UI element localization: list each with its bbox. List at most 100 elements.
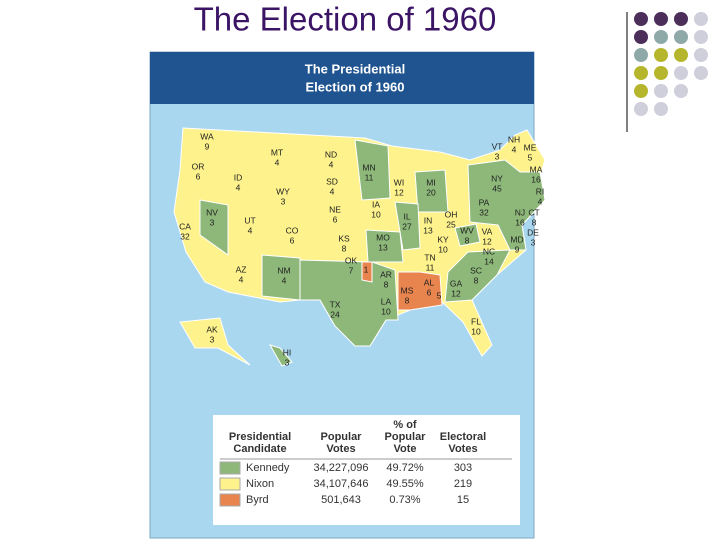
decor-dot: [674, 30, 688, 44]
state-votes: 10: [371, 209, 381, 219]
state-abbr: MD: [510, 234, 523, 244]
state-abbr: NY: [491, 173, 503, 183]
legend-header: Popular: [385, 431, 427, 443]
kennedy-state: [354, 139, 391, 201]
kennedy-state: [454, 223, 481, 247]
state-abbr: OH: [445, 209, 458, 219]
decor-dot: [674, 48, 688, 62]
state-abbr: FL: [471, 316, 481, 326]
state-votes: 8: [405, 295, 410, 305]
state-abbr: AR: [380, 269, 392, 279]
state-votes: 3: [531, 237, 536, 247]
legend-header: Vote: [393, 443, 416, 455]
state-abbr: IA: [372, 199, 380, 209]
state-abbr: SC: [470, 265, 482, 275]
state-votes: 3: [210, 334, 215, 344]
decor-dot: [634, 102, 648, 116]
decor-dot: [654, 48, 668, 62]
state-votes: 4: [512, 144, 517, 154]
state-abbr: UT: [244, 215, 255, 225]
state-abbr: RI: [536, 186, 545, 196]
hawaii: [268, 344, 293, 367]
state-abbr: ID: [234, 172, 243, 182]
state-votes: 32: [479, 207, 489, 217]
state-votes: 7: [349, 265, 354, 275]
state-votes: 45: [492, 183, 502, 193]
state-votes: 8: [474, 275, 479, 285]
legend-popular: 501,643: [321, 494, 361, 506]
state-votes-split: 5: [437, 290, 442, 300]
state-votes: 10: [438, 244, 448, 254]
state-votes: 4: [282, 275, 287, 285]
decor-dot: [634, 48, 648, 62]
decor-dot: [634, 84, 648, 98]
state-abbr: HI: [283, 347, 292, 357]
state-votes: 4: [329, 159, 334, 169]
state-abbr: CO: [286, 225, 299, 235]
state-votes: 11: [365, 172, 374, 182]
state-abbr: SD: [326, 176, 338, 186]
state-votes: 4: [275, 157, 280, 167]
state-abbr: IL: [403, 211, 410, 221]
state-votes: 12: [451, 288, 461, 298]
state-abbr: KS: [338, 233, 350, 243]
decor-dot: [694, 30, 708, 44]
decor-dot: [674, 84, 688, 98]
state-abbr: NH: [508, 134, 520, 144]
state-abbr: AL: [424, 277, 435, 287]
byrd-region: [397, 271, 443, 311]
state-votes: 25: [446, 219, 456, 229]
state-votes: 9: [515, 244, 520, 254]
decor-dot: [694, 66, 708, 80]
decor-dot: [654, 12, 668, 26]
state-votes: 16: [531, 174, 541, 184]
state-abbr: VT: [492, 141, 503, 151]
legend-swatch: [219, 493, 241, 507]
state-abbr: ND: [325, 149, 337, 159]
state-votes: 9: [205, 141, 210, 151]
state-votes: 4: [236, 182, 241, 192]
state-votes: 11: [426, 262, 435, 272]
state-votes: 3: [495, 151, 500, 161]
state-votes: 4: [330, 186, 335, 196]
state-votes: 4: [248, 225, 253, 235]
state-abbr: MI: [426, 177, 435, 187]
decor-dot: [674, 66, 688, 80]
state-abbr: NC: [483, 246, 495, 256]
state-abbr: MT: [271, 147, 283, 157]
state-abbr: VA: [482, 226, 493, 236]
state-abbr: DE: [527, 227, 539, 237]
state-abbr: MO: [376, 232, 390, 242]
legend-header: Votes: [326, 443, 355, 455]
state-abbr: LA: [381, 296, 392, 306]
state-abbr: WV: [460, 225, 474, 235]
legend-swatch: [219, 461, 241, 475]
state-abbr: MS: [401, 285, 414, 295]
state-votes: 27: [402, 221, 412, 231]
legend-candidate: Byrd: [246, 494, 269, 506]
legend-box: [213, 415, 520, 525]
state-votes: 13: [423, 225, 433, 235]
state-abbr: WY: [276, 186, 290, 196]
state-abbr: IN: [424, 215, 433, 225]
state-votes: 10: [471, 326, 481, 336]
state-abbr: WA: [200, 131, 214, 141]
map-header: [150, 52, 534, 104]
legend-candidate: Nixon: [246, 478, 274, 490]
kennedy-state: [414, 169, 449, 213]
legend-popular: 34,107,646: [313, 478, 368, 490]
legend-header: Candidate: [233, 443, 286, 455]
state-votes: 6: [333, 214, 338, 224]
state-votes: 6: [196, 171, 201, 181]
legend-electoral: 219: [454, 478, 472, 490]
kennedy-state: [199, 199, 229, 256]
state-abbr: PA: [479, 197, 490, 207]
alaska: [179, 317, 251, 366]
state-labels: WA9OR6CA32NV3ID4MT4WY3UT4AZ4CO6NM4ND4SD4…: [179, 131, 544, 367]
state-votes: 8: [384, 279, 389, 289]
state-votes-split: 1: [364, 264, 369, 274]
decor-dot: [694, 48, 708, 62]
map-heading: The Presidential: [305, 61, 405, 76]
state-abbr: MA: [530, 164, 543, 174]
